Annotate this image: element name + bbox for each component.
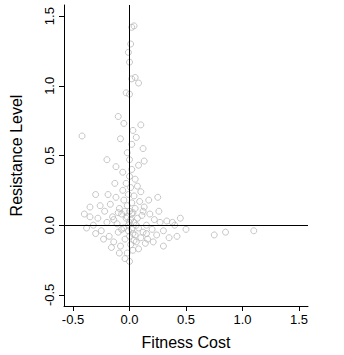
svg-text:1.5: 1.5 [42,7,57,25]
svg-text:Fitness Cost: Fitness Cost [142,334,231,351]
svg-text:1.0: 1.0 [42,77,57,95]
svg-text:-0.5: -0.5 [42,284,57,306]
svg-text:0.5: 0.5 [177,312,195,327]
svg-text:0.5: 0.5 [42,146,57,164]
svg-text:Resistance Level: Resistance Level [8,95,25,217]
svg-text:-0.5: -0.5 [62,312,84,327]
svg-text:0.0: 0.0 [42,216,57,234]
svg-text:1.5: 1.5 [290,312,308,327]
svg-text:1.0: 1.0 [233,312,251,327]
svg-text:0.0: 0.0 [120,312,138,327]
